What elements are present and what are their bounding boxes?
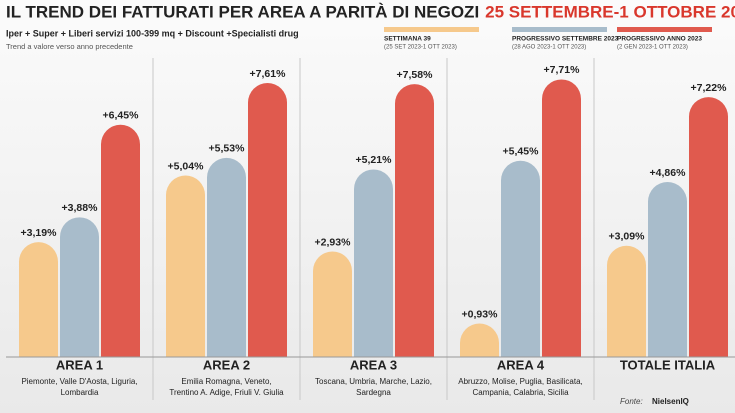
legend-label: PROGRESSIVO ANNO 2023 <box>617 36 702 43</box>
category-label: AREA 3 <box>350 357 397 372</box>
category-detail: Piemonte, Valle D'Aosta, Liguria, <box>21 377 137 386</box>
bar <box>101 124 140 357</box>
bar <box>19 242 58 357</box>
bar <box>689 97 728 357</box>
category-detail: Toscana, Umbria, Marche, Lazio, <box>315 377 432 386</box>
value-label: +7,61% <box>250 68 287 80</box>
category-detail: Sardegna <box>356 388 391 397</box>
chart-title-highlight: 25 SETTEMBRE-1 OTTOBRE 2023 <box>485 2 735 21</box>
bar <box>501 160 540 357</box>
value-label: +5,21% <box>356 154 393 166</box>
legend-label: PROGRESSIVO SETTEMBRE 2023 <box>512 36 619 43</box>
legend-period: (28 AGO 2023-1 OTT 2023) <box>512 45 586 51</box>
legend-swatch <box>512 27 607 32</box>
category-label: AREA 1 <box>56 357 103 372</box>
bar <box>542 79 581 357</box>
category-detail: Trentino A. Adige, Friuli V. Giulia <box>169 388 284 397</box>
value-label: +0,93% <box>462 308 499 320</box>
bar <box>648 182 687 357</box>
bar <box>607 245 646 357</box>
bar <box>395 84 434 358</box>
chart-title: IL TREND DEI FATTURATI PER AREA A PARITÀ… <box>6 2 479 21</box>
bar <box>354 169 393 357</box>
bar <box>166 175 205 357</box>
value-label: +5,04% <box>168 160 205 172</box>
source-label: Fonte: <box>620 397 643 406</box>
legend-period: (2 GEN 2023-1 OTT 2023) <box>617 45 688 51</box>
category-detail: Lombardia <box>61 388 99 397</box>
value-label: +5,45% <box>503 146 540 158</box>
bar <box>460 323 499 357</box>
category-detail: Abruzzo, Molise, Puglia, Basilicata, <box>458 377 583 386</box>
subtitle: Iper + Super + Liberi servizi 100-399 mq… <box>6 28 299 38</box>
category-label: TOTALE ITALIA <box>620 357 716 372</box>
legend-period: (25 SET 2023-1 OTT 2023) <box>384 45 457 51</box>
bar <box>248 83 287 357</box>
value-label: +7,22% <box>691 82 728 94</box>
source: NielsenIQ <box>652 397 689 406</box>
note: Trend a valore verso anno precedente <box>6 42 133 51</box>
value-label: +3,19% <box>21 227 58 239</box>
value-label: +6,45% <box>103 110 140 122</box>
category-detail: Campania, Calabria, Sicilia <box>472 388 569 397</box>
bar <box>313 251 352 357</box>
legend-swatch <box>384 27 479 32</box>
value-label: +7,58% <box>397 69 434 81</box>
value-label: +4,86% <box>650 167 687 179</box>
value-label: +3,09% <box>609 231 646 243</box>
value-label: +5,53% <box>209 143 246 155</box>
category-label: AREA 4 <box>497 357 545 372</box>
value-label: +2,93% <box>315 236 352 248</box>
category-label: AREA 2 <box>203 357 250 372</box>
legend-label: SETTIMANA 39 <box>384 36 431 43</box>
value-label: +3,88% <box>62 202 99 214</box>
legend-swatch <box>617 27 712 32</box>
bar <box>207 157 246 357</box>
category-detail: Emilia Romagna, Veneto, <box>181 377 271 386</box>
bar <box>60 217 99 357</box>
value-label: +7,71% <box>544 64 581 76</box>
